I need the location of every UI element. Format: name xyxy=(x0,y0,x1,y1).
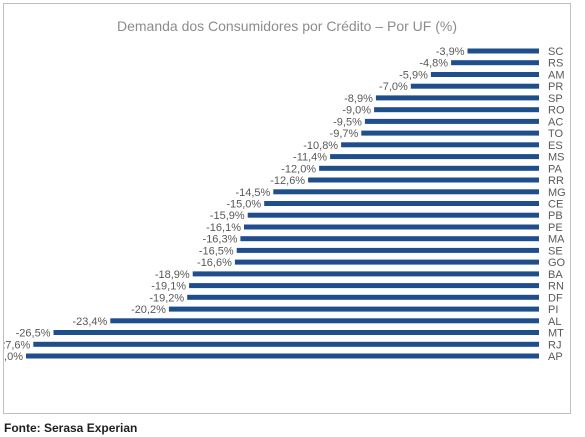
category-label-df: DF xyxy=(548,292,563,304)
bar-mt xyxy=(53,330,539,335)
category-label-al: AL xyxy=(548,316,561,328)
category-label-rs: RS xyxy=(548,58,563,70)
category-label-ce: CE xyxy=(548,199,563,211)
category-label-ma: MA xyxy=(548,234,565,246)
data-label-al: -23,4% xyxy=(72,316,107,328)
bar-rj xyxy=(33,341,540,347)
data-label-pb: -15,9% xyxy=(210,210,245,222)
bar-ba xyxy=(192,271,539,277)
category-label-am: AM xyxy=(548,70,565,82)
category-label-pb: PB xyxy=(548,210,563,222)
category-label-ac: AC xyxy=(548,116,563,128)
data-label-to: -9,7% xyxy=(330,128,359,140)
category-label-pa: PA xyxy=(548,163,563,175)
bar-to xyxy=(361,130,539,136)
data-label-ro: -9,0% xyxy=(342,105,371,117)
category-label-to: TO xyxy=(548,128,564,140)
category-label-rr: RR xyxy=(548,175,564,187)
data-label-mg: -14,5% xyxy=(235,187,270,199)
data-label-go: -16,6% xyxy=(197,257,232,269)
data-label-es: -10,8% xyxy=(303,140,338,152)
bar-sp xyxy=(375,95,539,101)
data-label-se: -16,5% xyxy=(199,245,234,257)
data-label-pe: -16,1% xyxy=(206,222,241,234)
data-label-pa: -12,0% xyxy=(281,163,316,175)
bar-df xyxy=(187,294,539,300)
data-label-sp: -8,9% xyxy=(344,93,373,105)
bar-pr xyxy=(410,83,540,89)
bar-es xyxy=(341,142,539,148)
bar-sc xyxy=(467,48,539,54)
bar-go xyxy=(234,259,539,265)
category-label-ms: MS xyxy=(548,152,565,164)
category-label-ro: RO xyxy=(548,105,565,117)
data-label-df: -19,2% xyxy=(149,292,184,304)
data-label-ba: -18,9% xyxy=(155,269,190,281)
category-label-pr: PR xyxy=(548,81,563,93)
data-label-ap: -28,0% xyxy=(4,351,23,363)
bar-al xyxy=(110,318,540,324)
data-label-pi: -20,2% xyxy=(131,304,166,316)
data-label-pr: -7,0% xyxy=(379,81,408,93)
bar-rs xyxy=(451,60,539,66)
category-label-es: ES xyxy=(548,140,563,152)
bar-rr xyxy=(308,177,539,183)
source-note: Fonte: Serasa Experian xyxy=(4,421,138,435)
data-label-sc: -3,9% xyxy=(436,46,465,58)
data-label-ms: -11,4% xyxy=(293,152,327,164)
data-label-mt: -26,5% xyxy=(16,328,51,340)
data-label-ce: -15,0% xyxy=(226,199,261,211)
bar-ce xyxy=(264,201,539,206)
category-label-mt: MT xyxy=(548,328,564,340)
category-label-rn: RN xyxy=(548,281,564,293)
category-label-sp: SP xyxy=(548,93,563,105)
category-label-pi: PI xyxy=(548,304,558,316)
bar-se xyxy=(236,247,539,253)
category-label-ap: AP xyxy=(548,351,563,363)
data-label-rn: -19,1% xyxy=(151,281,186,293)
chart-title: Demanda dos Consumidores por Crédito – P… xyxy=(116,18,458,34)
bar-ro xyxy=(374,107,539,113)
bar-rn xyxy=(189,283,539,289)
chart-frame: Demanda dos Consumidores por Crédito – P… xyxy=(3,3,571,414)
bar-ma xyxy=(240,236,539,242)
bar-pb xyxy=(247,212,539,218)
category-label-ba: BA xyxy=(548,269,563,281)
bar-pe xyxy=(244,224,539,230)
data-label-ma: -16,3% xyxy=(203,234,238,246)
data-label-ac: -9,5% xyxy=(333,116,362,128)
bar-am xyxy=(430,72,539,77)
category-label-pe: PE xyxy=(548,222,563,234)
bar-chart: -3,9% SC -4,8% RS -5,9% AM -7,0% PR -8,9% SP -9,0%… xyxy=(4,46,566,363)
bar-ac xyxy=(364,118,539,124)
bar-ap xyxy=(26,353,539,359)
category-label-se: SE xyxy=(548,245,563,257)
data-label-rj: -27,6% xyxy=(4,339,31,351)
category-label-rj: RJ xyxy=(548,339,561,351)
data-label-am: -5,9% xyxy=(399,70,428,82)
category-label-sc: SC xyxy=(548,46,563,58)
bar-mg xyxy=(273,189,539,195)
category-label-mg: MG xyxy=(548,187,566,199)
category-label-go: GO xyxy=(548,257,566,269)
bar-pi xyxy=(168,306,539,312)
data-label-rr: -12,6% xyxy=(270,175,305,187)
bar-ms xyxy=(330,154,539,160)
bar-pa xyxy=(319,165,539,171)
data-label-rs: -4,8% xyxy=(419,58,448,70)
